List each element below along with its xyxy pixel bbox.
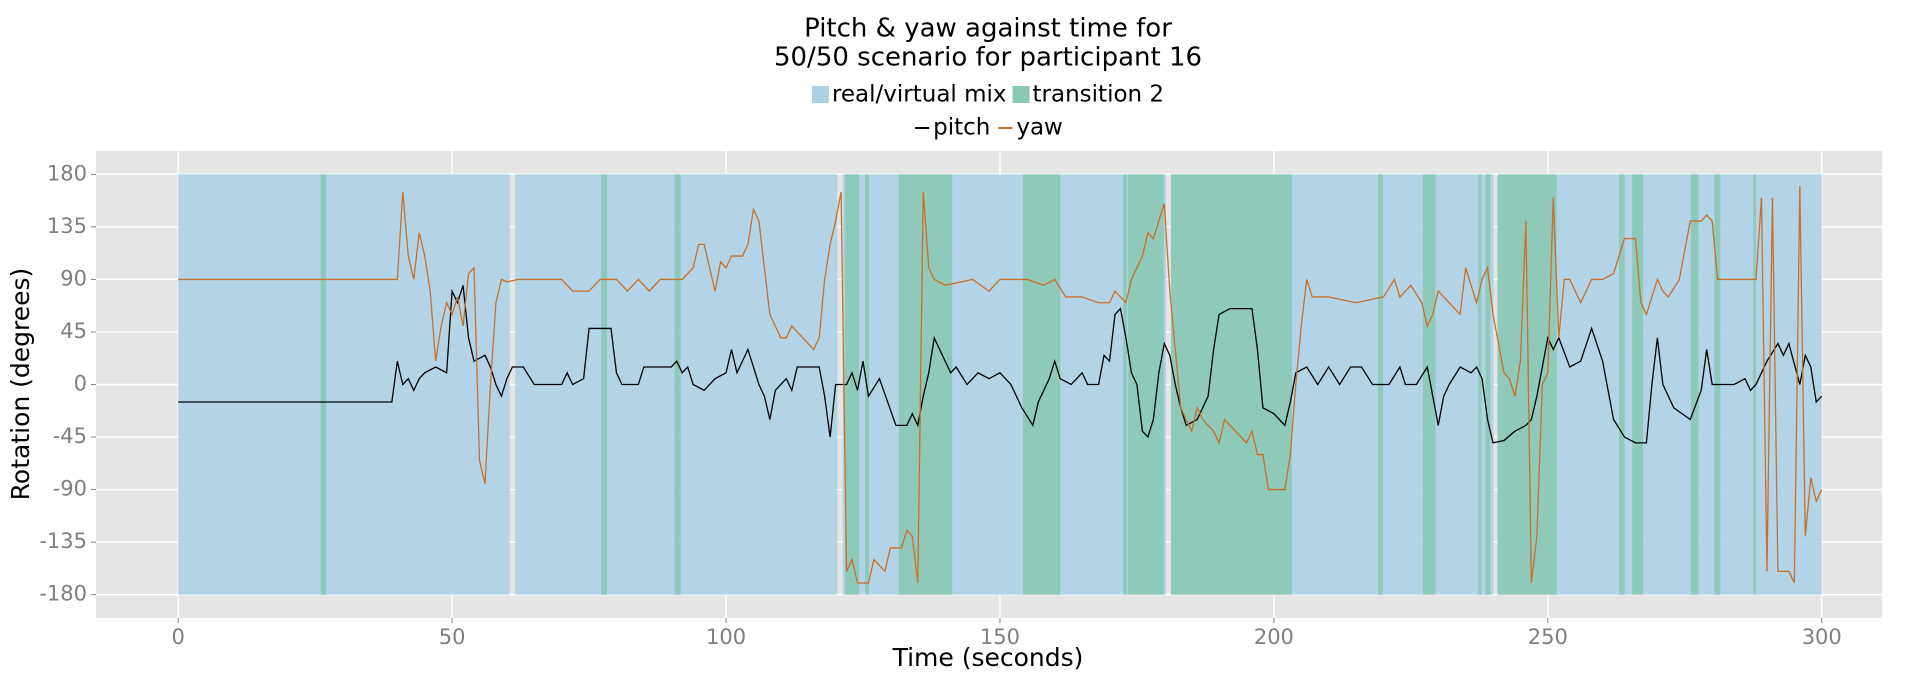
x-tick-label: 250 <box>1528 625 1568 649</box>
chart-title: 50/50 scenario for participant 16 <box>774 43 1202 73</box>
x-tick-label: 100 <box>706 625 746 649</box>
band <box>1619 174 1625 595</box>
y-tick-label: 180 <box>47 161 87 185</box>
x-tick-label: 150 <box>980 625 1020 649</box>
band <box>1753 174 1756 595</box>
y-tick-label: 45 <box>60 319 87 343</box>
line <box>178 186 1823 584</box>
x-tick-label: 50 <box>439 625 466 649</box>
legend-label: yaw <box>1016 115 1063 141</box>
legend-label: pitch <box>933 115 990 141</box>
legend-key <box>811 86 829 103</box>
band <box>1123 174 1128 595</box>
y-tick-label: -135 <box>39 529 87 553</box>
band <box>601 174 608 595</box>
legend-row: pitch yaw <box>915 115 1063 141</box>
band <box>1422 174 1436 595</box>
legend-label: real/virtual mix <box>832 82 1007 108</box>
x-tick-label: 300 <box>1802 625 1842 649</box>
y-tick-label: 90 <box>60 266 87 290</box>
band <box>844 174 860 595</box>
legend: real/virtual mix transition 2 pitch yaw <box>811 82 1165 141</box>
band <box>1128 174 1164 595</box>
band <box>1478 174 1482 595</box>
legend-label: transition 2 <box>1033 82 1165 108</box>
y-tick-label: -90 <box>53 477 87 501</box>
band <box>1497 174 1557 595</box>
band <box>1690 174 1699 595</box>
legend-row: real/virtual mix transition 2 <box>811 82 1165 108</box>
chart-title: Pitch & yaw against time for <box>804 14 1172 44</box>
band <box>842 174 1166 595</box>
band <box>1022 174 1061 595</box>
band <box>1632 174 1644 595</box>
band <box>320 174 327 595</box>
x-tick-label: 200 <box>1254 625 1294 649</box>
band <box>178 174 510 595</box>
band <box>674 174 681 595</box>
x-axis-title: Time (seconds) <box>892 643 1084 672</box>
y-axis-title: Rotation (degrees) <box>6 268 35 501</box>
y-tick-label: -180 <box>39 582 87 606</box>
y-tick-label: 135 <box>47 214 87 238</box>
y-tick-label: -45 <box>53 424 87 448</box>
x-tick-label: 0 <box>171 625 184 649</box>
band <box>1485 174 1491 595</box>
legend-key <box>1012 86 1030 103</box>
line <box>178 285 1823 444</box>
band <box>1170 174 1292 595</box>
y-tick-label: 0 <box>74 372 87 396</box>
